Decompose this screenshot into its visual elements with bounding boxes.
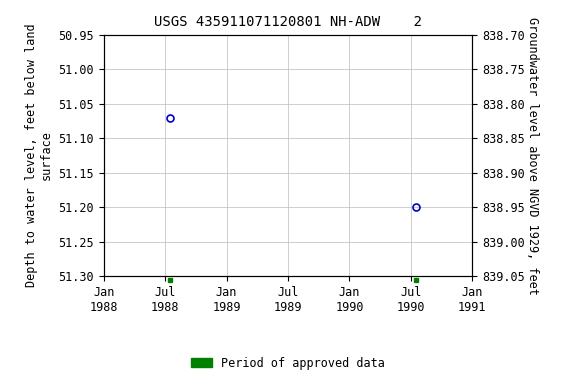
Title: USGS 435911071120801 NH-ADW    2: USGS 435911071120801 NH-ADW 2 bbox=[154, 15, 422, 29]
Y-axis label: Groundwater level above NGVD 1929, feet: Groundwater level above NGVD 1929, feet bbox=[526, 17, 539, 295]
Y-axis label: Depth to water level, feet below land
surface: Depth to water level, feet below land su… bbox=[25, 24, 53, 287]
Legend: Period of approved data: Period of approved data bbox=[186, 352, 390, 374]
